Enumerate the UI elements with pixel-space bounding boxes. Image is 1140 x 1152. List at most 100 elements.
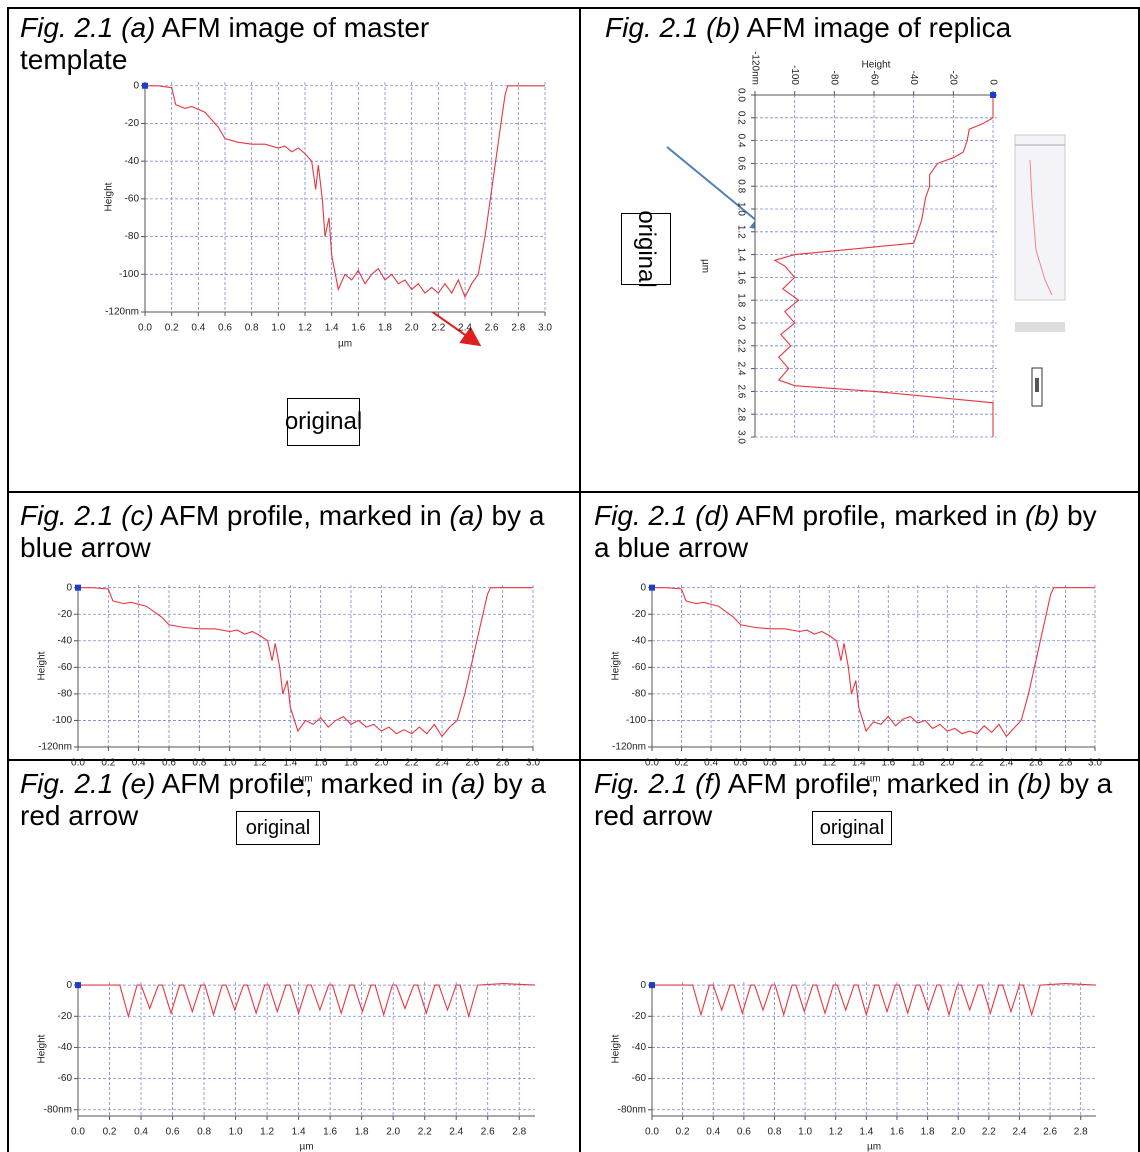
x-tick-label: 3.0: [1088, 758, 1102, 769]
x-tick-label: 1.4: [283, 758, 297, 769]
y-tick-label: -20: [58, 609, 73, 620]
profile-line: [145, 85, 545, 299]
x-tick-label: 1.8: [911, 758, 925, 769]
y-tick-label: -20: [948, 71, 959, 86]
x-tick-label: 1.0: [735, 202, 746, 216]
y-axis-title: Height: [611, 651, 622, 680]
caption-part: (a): [449, 500, 484, 531]
x-tick-label: 1.0: [229, 1127, 243, 1138]
caption: Fig. 2.1 (f) AFM profile, marked in (b) …: [594, 768, 1140, 832]
x-tick-label: 1.4: [852, 758, 866, 769]
x-tick-label: 2.8: [511, 323, 525, 334]
blue-arrow: [666, 146, 772, 233]
x-tick-label: 0.2: [101, 758, 115, 769]
x-tick-label: 3.0: [538, 323, 552, 334]
x-tick-label: 0.8: [197, 1127, 211, 1138]
x-tick-label: 2.2: [418, 1127, 432, 1138]
x-tick-label: 2.6: [465, 758, 479, 769]
caption-part: Fig. 2.1 (b): [605, 12, 741, 43]
x-tick-label: 0.0: [735, 88, 746, 102]
y-tick-label: -60: [632, 1073, 647, 1084]
x-tick-label: 1.8: [344, 758, 358, 769]
caption-part: Fig. 2.1 (a): [20, 12, 156, 43]
caption-part: Fig. 2.1 (d): [594, 500, 730, 531]
profile-line: [652, 587, 1095, 738]
x-tick-label: 0.8: [735, 179, 746, 193]
x-tick-label: 1.6: [351, 323, 365, 334]
profile-line: [773, 95, 994, 437]
x-tick-label: 0.8: [763, 758, 777, 769]
x-tick-label: 0.2: [103, 1127, 117, 1138]
y-tick-label: -40: [632, 1042, 647, 1053]
caption-part: Fig. 2.1 (f): [594, 768, 722, 799]
x-tick-label: 2.0: [951, 1127, 965, 1138]
x-tick-label: 2.0: [386, 1127, 400, 1138]
caption-part: by a blue arrow: [20, 500, 553, 563]
x-axis-title: µm: [298, 774, 312, 785]
x-tick-label: 2.6: [735, 384, 746, 398]
x-tick-label: 0.2: [165, 323, 179, 334]
caption-part: Fig. 2.1 (e): [20, 768, 156, 799]
y-axis-title: Height: [862, 60, 891, 71]
y-tick-label: -100: [52, 715, 72, 726]
x-axis-title: µm: [699, 259, 710, 273]
y-tick-label: -80nm: [44, 1104, 72, 1115]
chart: 0.0 0.2 0.4 0.6 0.8 1.0 1.2 1.4 1.6 1.8 2.0 2.2 2.4 2…: [611, 582, 1103, 784]
y-tick-label: -60: [125, 194, 140, 205]
caption-part: (b): [1017, 768, 1052, 799]
x-tick-label: 2.8: [1074, 1127, 1088, 1138]
x-tick-label: 1.6: [881, 758, 895, 769]
x-tick-label: 0.0: [71, 1127, 85, 1138]
y-tick-label: -40: [58, 1042, 73, 1053]
y-tick-label: 0: [987, 79, 998, 85]
x-tick-label: 1.2: [829, 1127, 843, 1138]
y-tick-label: -100: [789, 65, 800, 85]
x-tick-label: 2.4: [458, 323, 472, 334]
caption-part: (a): [451, 768, 486, 799]
x-tick-label: 0.6: [734, 758, 748, 769]
x-tick-label: 0.4: [134, 1127, 148, 1138]
y-axis-title: Height: [611, 1034, 622, 1063]
x-tick-label: 0.4: [706, 1127, 720, 1138]
caption-part: AFM profile, marked in: [729, 500, 1026, 531]
stamp-box: original: [236, 811, 320, 845]
x-tick-label: 1.0: [793, 758, 807, 769]
x-tick-label: 2.0: [374, 758, 388, 769]
x-tick-label: 0.8: [768, 1127, 782, 1138]
caption-part: by a red arrow: [594, 768, 1120, 831]
x-tick-label: 0.2: [735, 111, 746, 125]
caption-part: AFM profile, marked in: [155, 768, 452, 799]
x-tick-label: 0.4: [704, 758, 718, 769]
x-tick-label: 2.8: [735, 407, 746, 421]
x-tick-label: 3.0: [735, 430, 746, 444]
y-axis-title: Height: [104, 182, 115, 211]
cursor-marker: [649, 982, 655, 989]
chart: 0.0 0.2 0.4 0.6 0.8 1.0 1.2 1.4 1.6 1.8 2.0 2.2 2.4 2…: [37, 980, 536, 1152]
x-tick-label: 1.6: [735, 270, 746, 284]
plot-area: [652, 982, 1096, 1116]
table-border: [7, 7, 1140, 1152]
plot-area: [78, 585, 533, 747]
x-tick-label: 2.2: [970, 758, 984, 769]
profile-line: [78, 983, 536, 1019]
cursor-marker: [75, 982, 81, 989]
x-tick-label: 2.2: [405, 758, 419, 769]
x-tick-label: 2.6: [481, 1127, 495, 1138]
y-tick-label: -60: [632, 662, 647, 673]
y-tick-label: -40: [632, 635, 647, 646]
caption-part: by a blue arrow: [594, 500, 1105, 563]
caption-part: AFM image of master template: [20, 12, 438, 75]
y-axis-title: Height: [37, 1034, 48, 1063]
x-tick-label: 0.8: [192, 758, 206, 769]
x-tick-label: 2.0: [405, 323, 419, 334]
y-tick-label: -120nm: [105, 307, 139, 318]
cursor-marker: [649, 584, 655, 591]
x-tick-label: 2.4: [999, 758, 1013, 769]
x-tick-label: 1.0: [798, 1127, 812, 1138]
y-tick-label: 0: [66, 980, 72, 991]
x-tick-label: 1.2: [253, 758, 267, 769]
x-tick-label: 0.0: [71, 758, 85, 769]
y-tick-label: -80nm: [618, 1104, 646, 1115]
x-tick-label: 2.0: [735, 316, 746, 330]
